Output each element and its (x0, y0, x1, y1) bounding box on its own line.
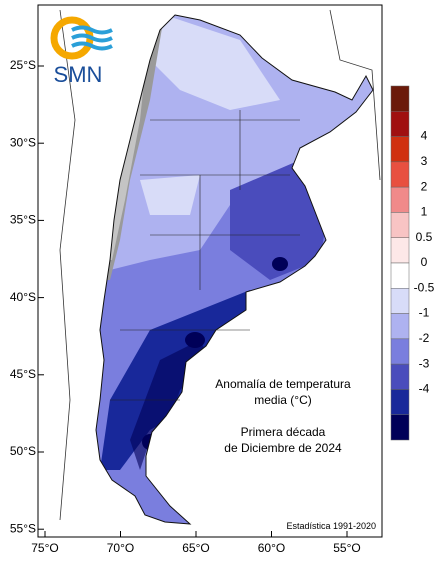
lon-tick-label: 60°O (258, 541, 285, 555)
colorbar-label: 0.5 (416, 230, 433, 244)
colorbar-label: -3 (419, 356, 430, 370)
lat-tick-label: 30°S (10, 135, 36, 149)
colorbar-swatch (390, 136, 410, 163)
colorbar-swatch (390, 262, 410, 289)
lon-tick-label: 65°O (182, 541, 209, 555)
lat-tick-label: 35°S (10, 213, 36, 227)
logo-text: SMN (54, 62, 103, 87)
lon-tick-label: 75°O (31, 541, 58, 555)
logo: SMN (50, 16, 113, 87)
source-note: Estadística 1991-2020 (286, 521, 376, 531)
colorbar-swatch (390, 161, 410, 188)
lat-tick-label: 55°S (10, 521, 36, 535)
colorbar-label: 0 (421, 255, 428, 269)
colorbar-swatch (390, 212, 410, 238)
colorbar-label: -2 (419, 331, 430, 345)
colorbar-label: -0.5 (414, 280, 435, 294)
lon-tick-label: 55°O (333, 541, 360, 555)
lat-tick-label: 45°S (10, 367, 36, 381)
colorbar-swatch (390, 414, 410, 441)
colorbar-swatch (390, 363, 410, 390)
colorbar-label: -1 (419, 306, 430, 320)
colorbar-label: 4 (421, 129, 428, 143)
colorbar-swatch (390, 111, 410, 137)
lat-tick-label: 25°S (10, 58, 36, 72)
colorbar-swatch (390, 85, 410, 112)
colorbar-swatch (390, 313, 410, 340)
country-outline (95, 14, 374, 525)
annotation-line: Anomalía de temperatura (215, 377, 351, 391)
annotation-line: media (°C) (254, 393, 311, 407)
colorbar-label: 1 (421, 205, 428, 219)
annotation-line: de Diciembre de 2024 (224, 441, 342, 455)
province-borders (110, 110, 300, 401)
colorbar-label: 2 (421, 179, 428, 193)
colorbar-swatch (390, 237, 410, 264)
colorbar-label: -4 (419, 382, 430, 396)
lat-tick-label: 40°S (10, 290, 36, 304)
colorbar-swatch (390, 186, 410, 213)
colorbar-swatch (390, 389, 410, 415)
lon-tick-label: 70°O (107, 541, 134, 555)
colorbar-swatch (390, 288, 410, 314)
lat-tick-label: 50°S (10, 444, 36, 458)
colorbar-label: 3 (421, 154, 428, 168)
logo-waves (71, 25, 113, 51)
annotation-line: Primera década (241, 425, 326, 439)
colorbar-swatch (390, 338, 410, 365)
